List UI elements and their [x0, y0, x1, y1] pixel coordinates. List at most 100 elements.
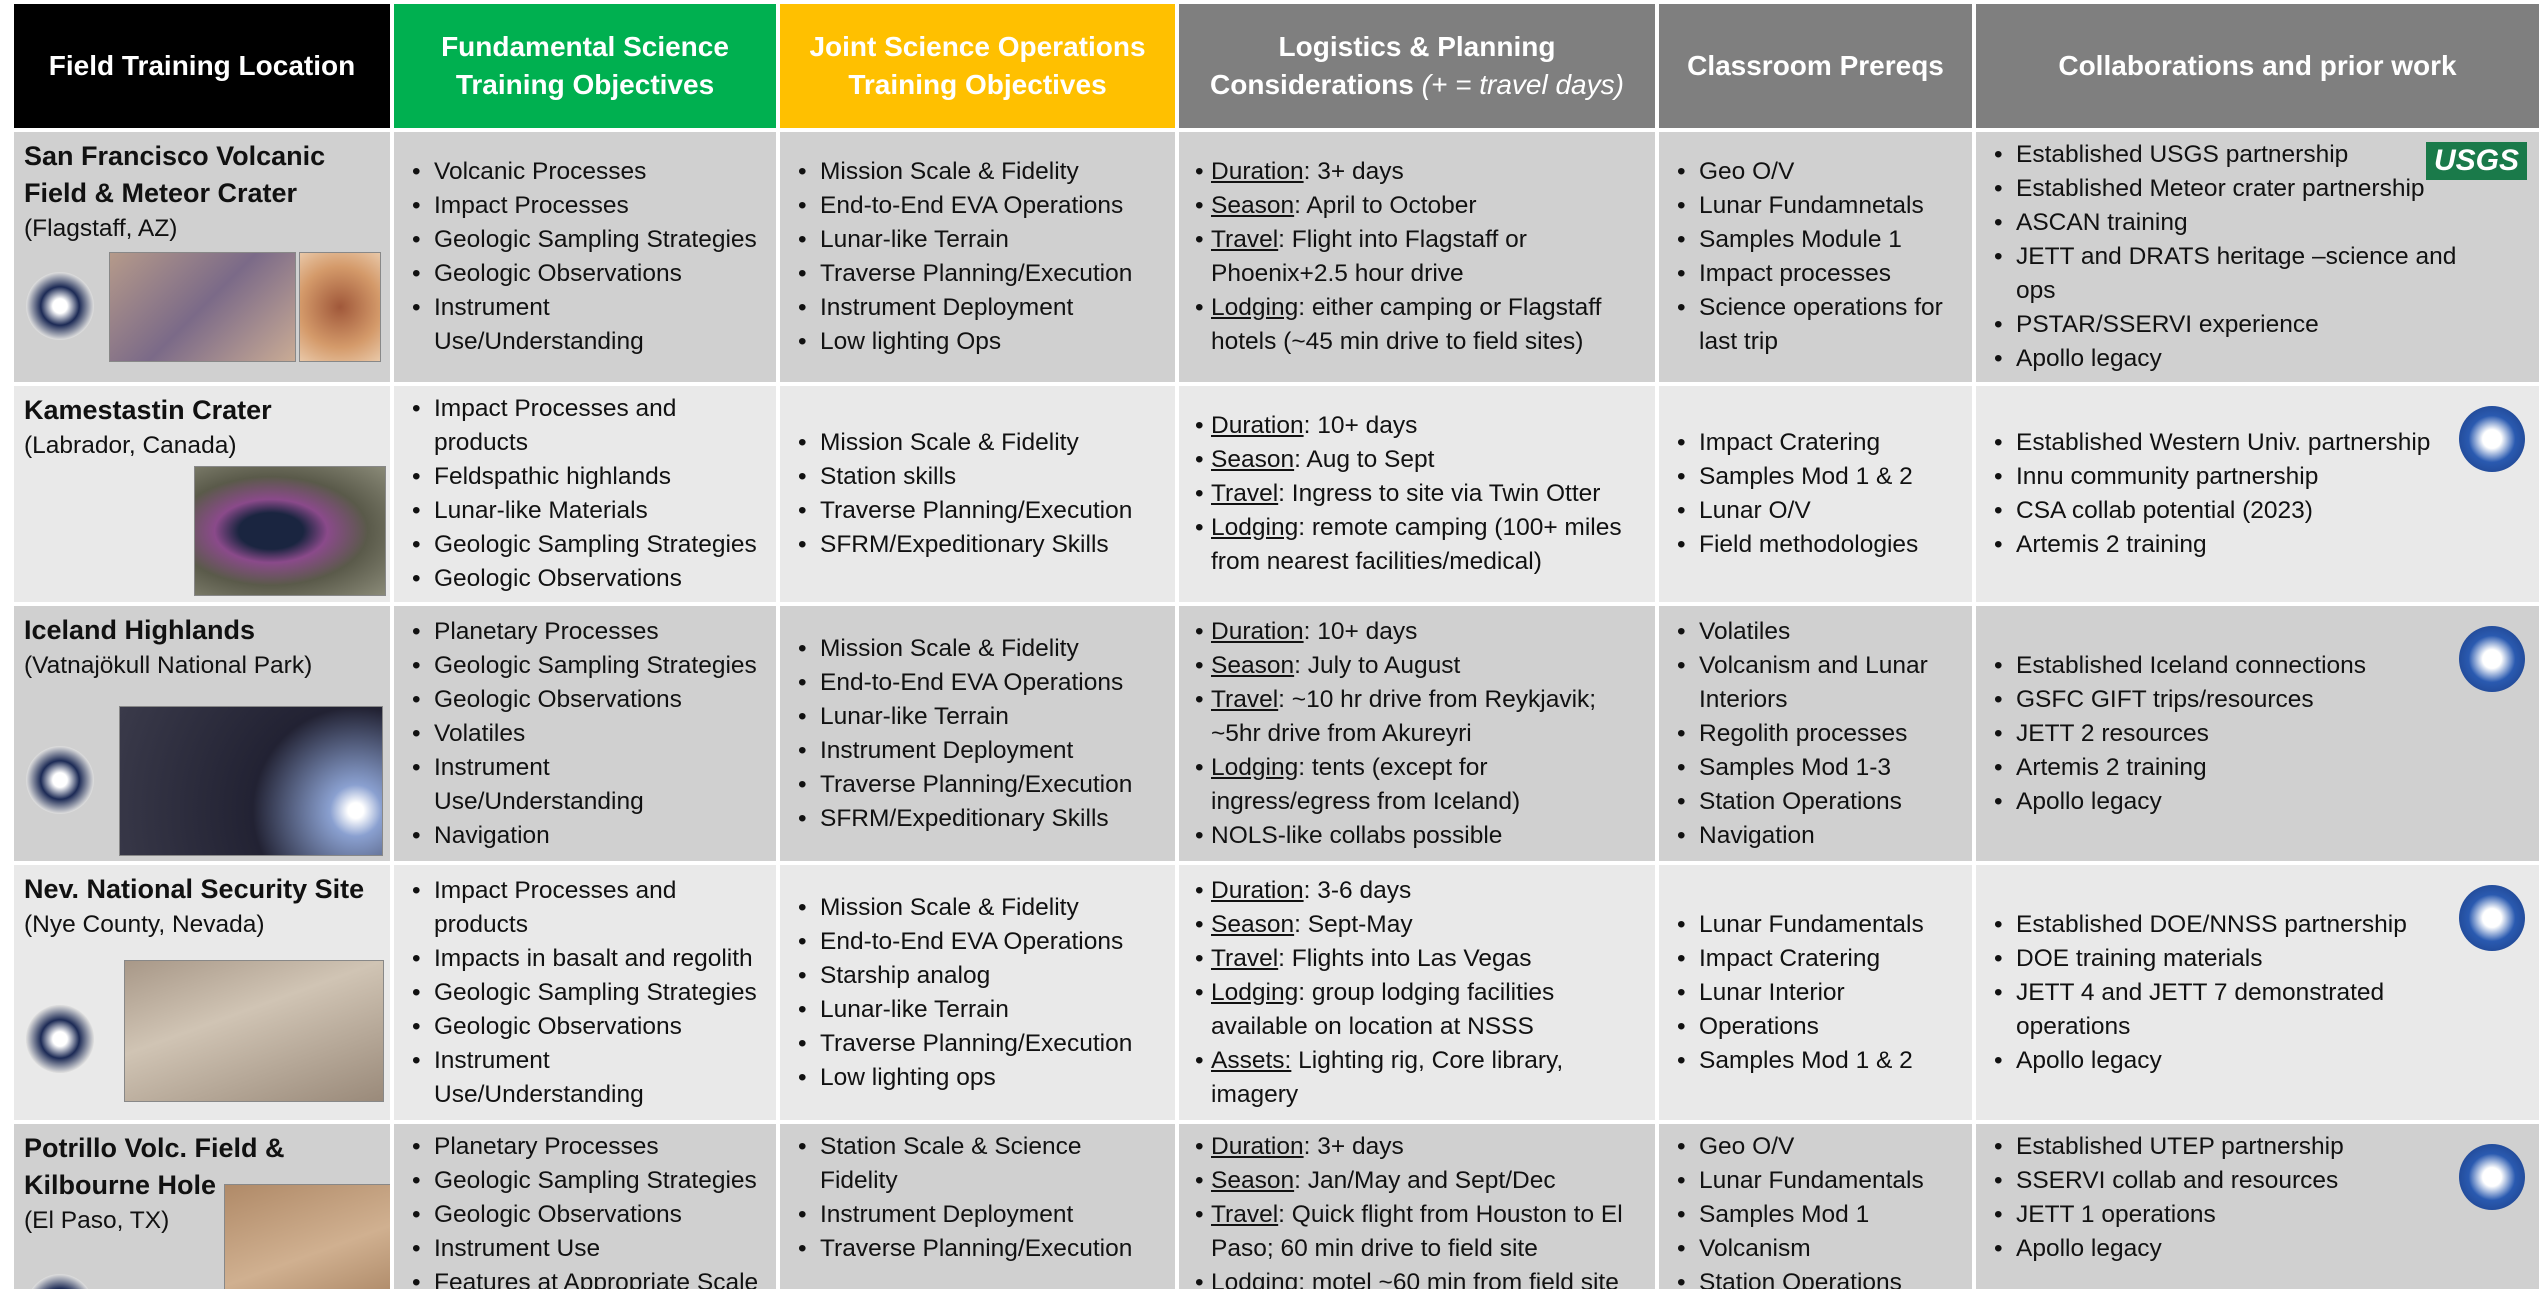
bullet-item: Impact Processes — [412, 189, 766, 223]
bullet-item: Lunar O/V — [1677, 494, 1962, 528]
bullet-item: Traverse Planning/Execution — [798, 1232, 1165, 1266]
site-photo — [109, 252, 296, 362]
item-text: : July to August — [1294, 651, 1461, 679]
bullet-list: Geo O/VLunar FundamentalsSamples Mod 1Vo… — [1669, 1130, 1962, 1289]
bullet-item: Traverse Planning/Execution — [798, 768, 1165, 802]
bullet-item: Travel: Ingress to site via Twin Otter — [1195, 477, 1645, 511]
bullet-item: Innu community partnership — [1994, 460, 2469, 494]
location-name: Potrillo Volc. Field & Kilbourne Hole — [24, 1133, 285, 1200]
bullet-item: Features at Appropriate Scale — [412, 1266, 766, 1289]
item-text: : Quick flight from Houston to El Paso; … — [1211, 1201, 1623, 1262]
item-text: : group lodging facilities available on … — [1211, 978, 1555, 1040]
table-row: Nev. National Security Site (Nye County, … — [10, 861, 2539, 1124]
bullet-item: Geologic Sampling Strategies — [412, 528, 766, 562]
bullet-item: Low lighting ops — [798, 1061, 1165, 1095]
bullet-item: Operations — [1677, 1010, 1962, 1044]
location-place: (El Paso, TX) — [24, 1207, 170, 1234]
header-text: Fundamental Science Training Objectives — [441, 31, 729, 100]
bullet-item: Feldspathic highlands — [412, 460, 766, 494]
bullet-list: Duration: 3+ daysSeason: Jan/May and Sep… — [1189, 1130, 1645, 1289]
bullet-item: Established Meteor crater partnership — [1994, 172, 2469, 206]
bullet-item: Geologic Observations — [412, 1198, 766, 1232]
bullet-item: Mission Scale & Fidelity — [798, 426, 1165, 460]
bullet-item: Traverse Planning/Execution — [798, 1027, 1165, 1061]
bullet-item: Lunar Fundamnetals — [1677, 189, 1962, 223]
bullet-item: GSFC GIFT trips/resources — [1994, 683, 2469, 717]
logistics-cell: Duration: 3+ daysSeason: Jan/May and Sep… — [1175, 1120, 1659, 1289]
bullet-item: CSA collab potential (2023) — [1994, 494, 2469, 528]
location-cell: Iceland Highlands (Vatnajökull National P… — [10, 602, 394, 865]
bullet-item: End-to-End EVA Operations — [798, 189, 1165, 223]
collabs-cell: Established USGS partnershipEstablished … — [1972, 128, 2539, 386]
bullet-item: Planetary Processes — [412, 615, 766, 649]
bullet-item: Lodging: motel ~60 min from field site — [1195, 1266, 1645, 1289]
bullet-item: Geologic Sampling Strategies — [412, 649, 766, 683]
bullet-item: Impact Cratering — [1677, 426, 1962, 460]
header-text: Field Training Location — [48, 50, 356, 81]
bullet-item: Lunar Fundamentals — [1677, 1164, 1962, 1198]
bullet-list: VolatilesVolcanism and Lunar InteriorsRe… — [1669, 615, 1962, 853]
table-row: Iceland Highlands (Vatnajökull National P… — [10, 602, 2539, 865]
bullet-item: Lunar Fundamentals — [1677, 908, 1962, 942]
bullet-item: Season: Sept-May — [1195, 908, 1645, 942]
bullet-item: Apollo legacy — [1994, 785, 2469, 819]
item-text: : 3-6 days — [1303, 876, 1412, 904]
bullet-item: Geologic Observations — [412, 257, 766, 291]
bullet-item: Lodging: group lodging facilities availa… — [1195, 976, 1645, 1044]
bullet-item: Artemis 2 training — [1994, 528, 2469, 562]
joint-cell: Mission Scale & FidelityEnd-to-End EVA O… — [776, 861, 1179, 1124]
bullet-list: Mission Scale & FidelityEnd-to-End EVA O… — [790, 891, 1165, 1095]
bullet-item: Mission Scale & Fidelity — [798, 632, 1165, 666]
bullet-item: Travel: ~10 hr drive from Reykjavik; ~5h… — [1195, 683, 1645, 751]
bullet-item: Geo O/V — [1677, 1130, 1962, 1164]
collabs-cell: Established Western Univ. partnershipInn… — [1972, 382, 2539, 606]
bullet-item: Established DOE/NNSS partnership — [1994, 908, 2469, 942]
bullet-item: Station Scale & Science Fidelity — [798, 1130, 1165, 1198]
partner-logo — [2459, 406, 2525, 472]
header-text: Logistics & Planning Considerations — [1210, 31, 1556, 100]
location-place: (Vatnajökull National Park) — [24, 652, 313, 679]
bullet-item: Duration: 3+ days — [1195, 1130, 1645, 1164]
item-label: Lodging — [1211, 294, 1299, 321]
bullet-item: Low lighting Ops — [798, 325, 1165, 359]
bullet-item: Impact Processes and products — [412, 392, 766, 460]
item-text: : Aug to Sept — [1294, 446, 1435, 473]
bullet-item: Samples Module 1 — [1677, 223, 1962, 257]
item-text: : April to October — [1294, 192, 1477, 219]
bullet-item: JETT 4 and JETT 7 demonstrated operation… — [1994, 976, 2469, 1044]
bullet-item: Geologic Sampling Strategies — [412, 1164, 766, 1198]
page: Field Training Location Fundamental Scie… — [10, 0, 2539, 1289]
bullet-item: Geologic Sampling Strategies — [412, 223, 766, 257]
item-text: : Flight into Flagstaff or Phoenix+2.5 h… — [1211, 226, 1527, 287]
bullet-item: Established Iceland connections — [1994, 649, 2469, 683]
prereqs-cell: Geo O/VLunar FundamnetalsSamples Module … — [1655, 128, 1976, 386]
table-row: Potrillo Volc. Field & Kilbourne Hole (El… — [10, 1120, 2539, 1289]
bullet-item: Mission Scale & Fidelity — [798, 155, 1165, 189]
header-cell: Joint Science Operations Training Object… — [776, 0, 1179, 132]
table-row: Kamestastin Crater (Labrador, Canada) Impa… — [10, 382, 2539, 606]
bullet-list: Lunar FundamentalsImpact CrateringLunar … — [1669, 908, 1962, 1078]
bullet-item: Starship analog — [798, 959, 1165, 993]
bullet-item: Lodging: remote camping (100+ miles from… — [1195, 511, 1645, 579]
bullet-item: Station Operations — [1677, 785, 1962, 819]
bullet-item: SFRM/Expeditionary Skills — [798, 802, 1165, 836]
location-name: Nev. National Security Site — [24, 874, 365, 904]
site-photo — [124, 960, 384, 1102]
item-label: Travel — [1211, 1201, 1279, 1228]
bullet-list: Mission Scale & FidelityStation skillsTr… — [790, 426, 1165, 562]
header-cell: Collaborations and prior work — [1972, 0, 2539, 132]
joint-cell: Station Scale & Science FidelityInstrume… — [776, 1120, 1179, 1289]
bullet-item: Station Operations — [1677, 1266, 1962, 1289]
header-cell: Field Training Location — [10, 0, 394, 132]
bullet-list: Planetary ProcessesGeologic Sampling Str… — [404, 615, 766, 853]
bullet-item: Artemis 2 training — [1994, 751, 2469, 785]
item-text: : tents (except for ingress/egress from … — [1211, 753, 1521, 815]
item-label: Duration — [1211, 158, 1304, 185]
fundamental-cell: Impact Processes and productsFeldspathic… — [390, 382, 780, 606]
bullet-item: SFRM/Expeditionary Skills — [798, 528, 1165, 562]
bullet-item: ASCAN training — [1994, 206, 2469, 240]
partner-logo — [2459, 626, 2525, 692]
bullet-item: Apollo legacy — [1994, 1044, 2469, 1078]
bullet-item: Lunar Interior — [1677, 976, 1962, 1010]
bullet-list: Mission Scale & FidelityEnd-to-End EVA O… — [790, 155, 1165, 359]
